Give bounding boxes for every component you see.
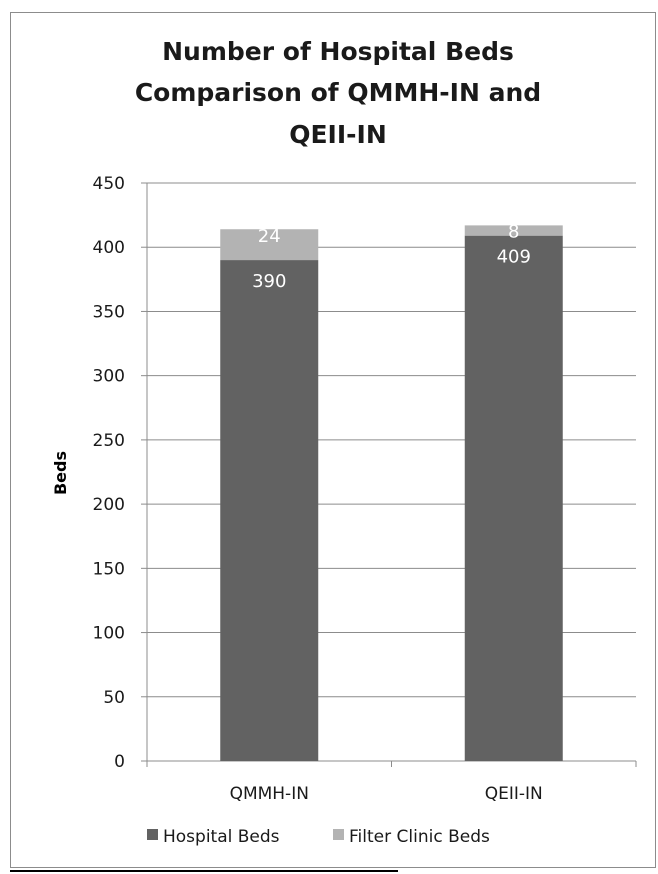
bar-qeii-in-filter-clinic-beds — [464, 225, 563, 236]
legend-label: Filter Clinic Beds — [349, 827, 490, 847]
legend-swatch — [147, 829, 158, 840]
chart-frame — [10, 12, 656, 868]
chart-title-line-3: QEII-IN — [289, 120, 387, 149]
chart-title-line-2: Comparison of QMMH-IN and — [135, 78, 541, 107]
legend: Hospital Beds Filter Clinic Beds — [147, 827, 490, 847]
legend-swatch — [333, 829, 344, 840]
y-tick-label: 150 — [93, 559, 125, 579]
y-tick-labels: 0 50 100 150 200 250 300 350 400 450 — [93, 174, 147, 772]
x-category-label: QMMH-IN — [230, 784, 309, 804]
data-label: 390 — [252, 271, 286, 292]
y-tick-label: 200 — [93, 495, 125, 515]
y-tick-label: 250 — [93, 431, 125, 451]
bar-qmmh-in-filter-clinic-beds — [220, 229, 319, 261]
bar-qeii-in-hospital-beds — [464, 235, 563, 761]
chart-title-line-1: Number of Hospital Beds — [162, 37, 514, 66]
y-tick-label: 100 — [93, 624, 125, 644]
y-tick-label: 0 — [114, 752, 125, 772]
x-tick-labels: QMMH-IN QEII-IN — [146, 761, 637, 804]
bars: 390 24 409 8 — [220, 222, 563, 761]
data-label: 8 — [508, 222, 519, 243]
y-tick-label: 50 — [103, 688, 125, 708]
x-category-label: QEII-IN — [485, 784, 543, 804]
bar-qmmh-in-hospital-beds — [220, 260, 319, 761]
y-tick-label: 450 — [93, 174, 125, 194]
y-axis-label: Beds — [51, 451, 70, 495]
data-label: 409 — [497, 247, 531, 268]
y-tick-label: 300 — [93, 367, 125, 387]
legend-label: Hospital Beds — [163, 827, 280, 847]
footer-rule — [10, 870, 398, 872]
y-tick-label: 350 — [93, 302, 125, 322]
data-label: 24 — [258, 226, 281, 247]
y-tick-label: 400 — [93, 238, 125, 258]
chart-title: Number of Hospital Beds Comparison of QM… — [135, 37, 541, 149]
